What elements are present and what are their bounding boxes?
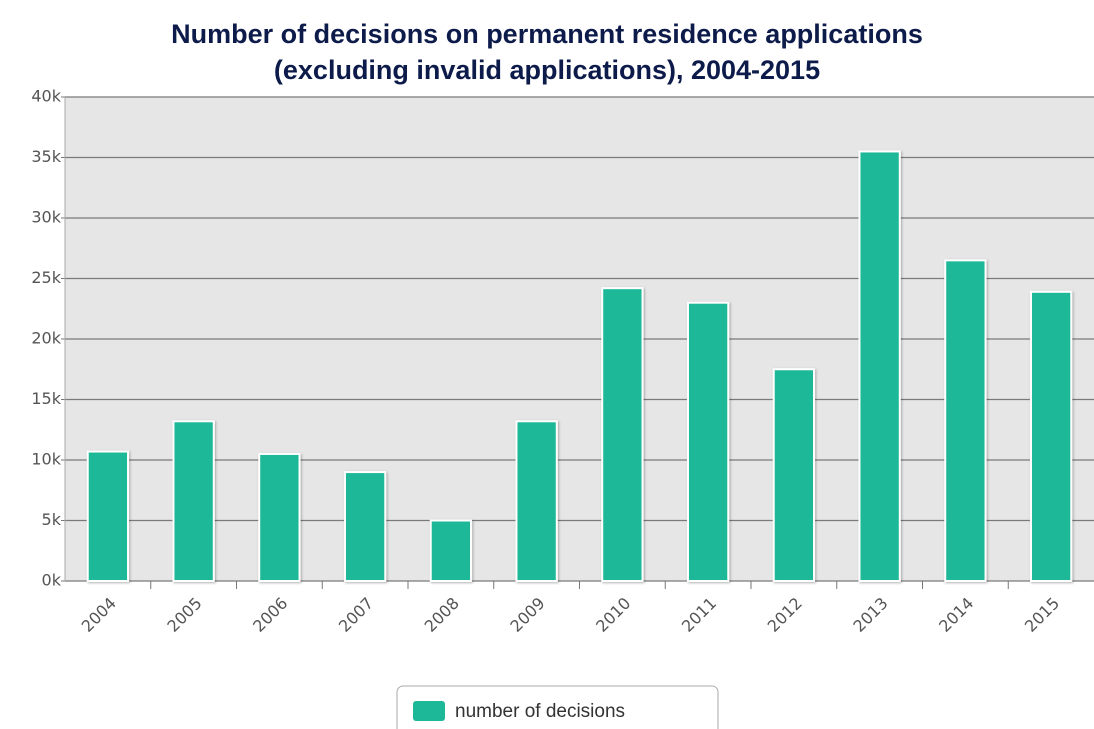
bar bbox=[944, 259, 987, 582]
y-tick-label: 10k bbox=[31, 450, 61, 469]
bar bbox=[258, 452, 301, 583]
bar bbox=[515, 420, 558, 582]
x-tick-label: 2014 bbox=[935, 594, 977, 636]
y-tick-label: 15k bbox=[31, 389, 61, 408]
y-tick-label: 40k bbox=[31, 87, 61, 106]
y-tick-label: 5k bbox=[42, 510, 62, 529]
chart-title: Number of decisions on permanent residen… bbox=[171, 19, 923, 49]
bar bbox=[686, 301, 730, 582]
chart-title: (excluding invalid applications), 2004-2… bbox=[274, 55, 820, 85]
x-tick-label: 2011 bbox=[678, 594, 720, 636]
bar bbox=[86, 450, 130, 582]
y-tick-label: 35k bbox=[31, 147, 61, 166]
x-tick-label: 2005 bbox=[163, 594, 205, 636]
x-tick-label: 2013 bbox=[849, 594, 891, 636]
x-tick-label: 2010 bbox=[592, 594, 634, 636]
y-tick-label: 25k bbox=[31, 268, 61, 287]
x-tick-label: 2008 bbox=[421, 594, 463, 636]
bar bbox=[172, 420, 215, 582]
bar bbox=[772, 368, 816, 582]
legend-swatch bbox=[413, 701, 445, 721]
x-tick-label: 2015 bbox=[1021, 594, 1063, 636]
legend-box bbox=[396, 685, 719, 729]
y-tick-label: 20k bbox=[31, 329, 61, 348]
legend-label: number of decisions bbox=[455, 701, 625, 722]
y-tick-label: 30k bbox=[31, 208, 61, 227]
bar bbox=[858, 150, 901, 582]
x-tick-label: 2012 bbox=[764, 594, 806, 636]
x-tick-label: 2006 bbox=[249, 594, 291, 636]
bar bbox=[429, 519, 473, 582]
x-tick-label: 2004 bbox=[78, 594, 120, 636]
y-tick-label: 0k bbox=[42, 571, 62, 590]
bar bbox=[601, 287, 644, 582]
x-tick-label: 2007 bbox=[335, 594, 377, 636]
bar bbox=[343, 471, 387, 583]
bar bbox=[1029, 290, 1073, 582]
x-tick-label: 2009 bbox=[506, 594, 548, 636]
